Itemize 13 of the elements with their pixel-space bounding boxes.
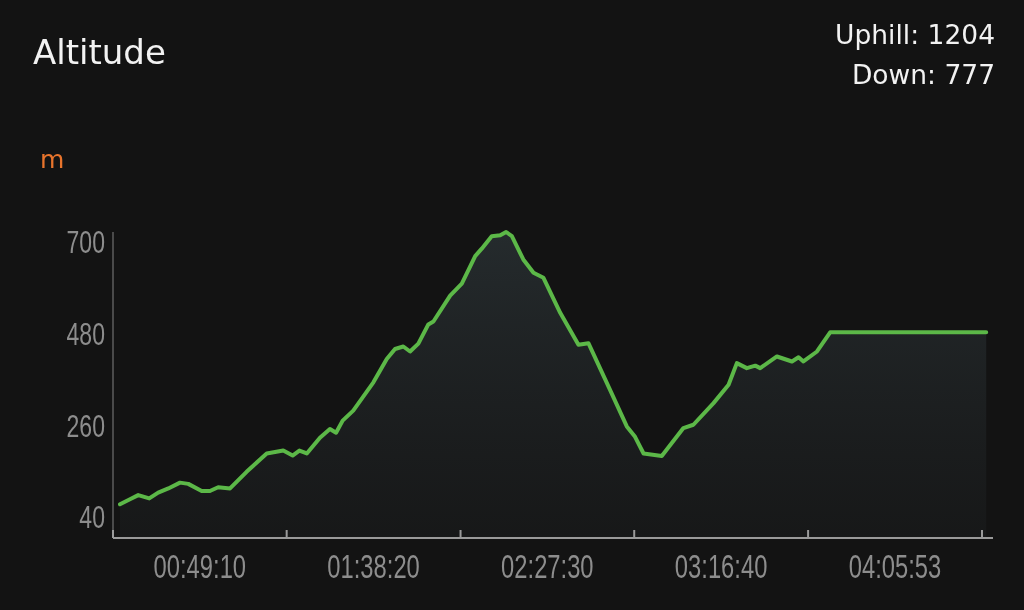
x-tick-label: 02:27:30 <box>501 548 594 585</box>
text: Down: 777 <box>851 59 995 90</box>
y-axis-title: m <box>40 145 65 174</box>
x-tick-label: 03:16:40 <box>674 548 768 585</box>
y-tick-label: 40 <box>79 499 105 536</box>
x-tick-label: 01:38:20 <box>327 548 420 585</box>
chart-title: Altitude <box>33 32 166 72</box>
y-tick-label: 700 <box>66 224 105 261</box>
x-tick-label: 00:49:10 <box>153 548 247 585</box>
x-tick-label: 04:05:53 <box>848 548 942 585</box>
text: Uphill: 1204 <box>835 19 995 50</box>
y-tick-label: 480 <box>66 316 105 352</box>
y-tick-label: 260 <box>66 407 105 444</box>
